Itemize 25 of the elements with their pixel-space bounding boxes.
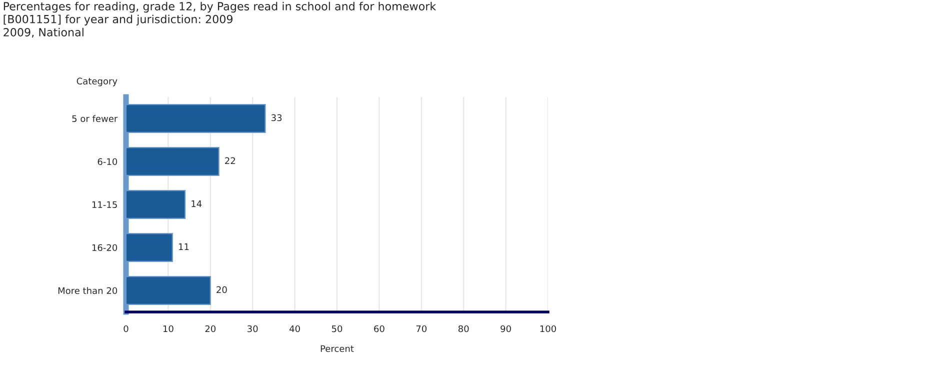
x-tick-label: 30	[248, 325, 258, 332]
y-tick-label: 16-20	[92, 244, 118, 252]
x-tick-label: 20	[205, 325, 216, 332]
x-tick-label: 50	[332, 325, 342, 332]
x-tick-label: 0	[124, 325, 128, 332]
y-tick-label: 11-15	[92, 201, 117, 208]
x-axis-title: Percent	[320, 345, 354, 352]
chart-title: Percentages for reading, grade 12, by Pages read in school and for homework [B001151] for year and jurisdiction: 2009	[4, 2, 436, 26]
x-tick-label: 70	[416, 325, 427, 332]
data-label: 33	[272, 114, 282, 122]
y-tick-label: 6-10	[98, 158, 118, 166]
x-tick-label: 80	[458, 325, 469, 332]
y-axis-title: Category	[76, 78, 118, 86]
data-label: 22	[225, 157, 235, 164]
chart-subtitle: 2009, National	[4, 28, 84, 38]
data-label: 14	[192, 200, 202, 207]
x-tick-label: 40	[290, 325, 300, 332]
data-label: 11	[178, 243, 189, 250]
x-tick-label: 90	[500, 325, 511, 332]
x-tick-label: 100	[540, 325, 556, 332]
x-tick-label: 60	[374, 325, 384, 332]
y-tick-label: 5 or fewer	[72, 115, 118, 122]
x-tick-label: 10	[163, 325, 174, 332]
data-label: 20	[216, 286, 227, 294]
y-tick-label: More than 20	[58, 287, 118, 294]
